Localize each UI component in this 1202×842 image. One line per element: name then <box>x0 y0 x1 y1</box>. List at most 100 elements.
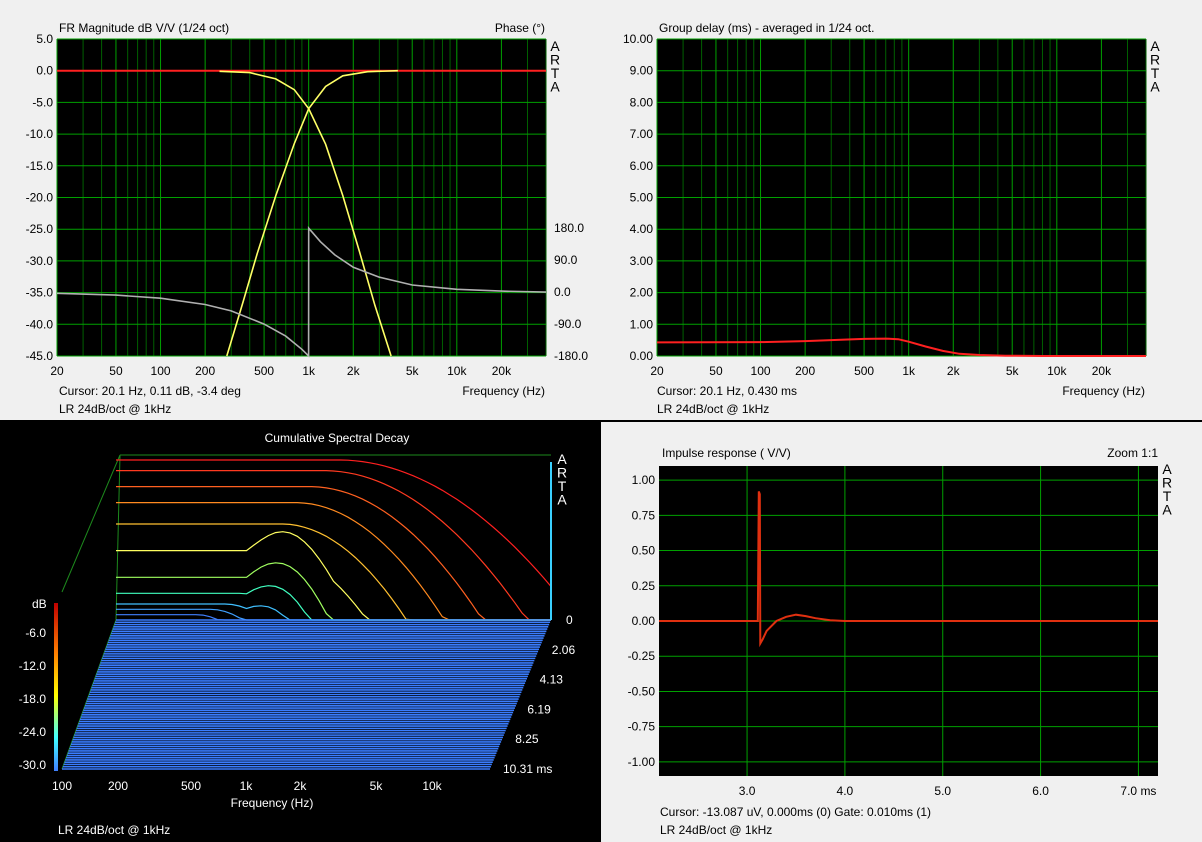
phase-curve <box>56 226 547 358</box>
x-tick-label: 2k <box>294 779 308 793</box>
y-tick-label: 6.00 <box>630 159 654 173</box>
x-tick-label: 10k <box>447 364 467 378</box>
y-tick-label: 0.00 <box>630 349 654 363</box>
y-tick-label: -5.0 <box>32 95 53 109</box>
watermark-letter: R <box>557 465 567 481</box>
x-tick-label: 500 <box>254 364 274 378</box>
y-tick-label: -1.00 <box>628 755 656 769</box>
x-tick-label: 2k <box>347 364 361 378</box>
time-tick-label: 4.13 <box>540 673 564 687</box>
x-tick-label: 50 <box>709 364 723 378</box>
decay-curve <box>116 459 552 587</box>
y2-tick-label: 90.0 <box>554 253 578 267</box>
z-tick-label: -30.0 <box>19 758 47 772</box>
y-tick-label: 5.0 <box>36 32 53 46</box>
z-tick-label: -24.0 <box>19 725 47 739</box>
y-tick-label: -40.0 <box>26 317 54 331</box>
time-tick-label: 2.06 <box>552 643 576 657</box>
watermark-letter: T <box>551 65 560 81</box>
highpass-curve <box>226 69 398 357</box>
csd-panel: Cumulative Spectral Decay -6.0 -12.0 -18.0… <box>0 422 601 842</box>
y-tick-label: -20.0 <box>26 191 54 205</box>
group-delay-panel: Group delay (ms) - averaged in 1/24 oct.… <box>601 0 1202 420</box>
y-tick-label: -30.0 <box>26 254 54 268</box>
impulse-curve <box>659 491 1158 648</box>
time-tick-label: 6.19 <box>527 702 551 716</box>
y-tick-label: 9.00 <box>630 64 654 78</box>
watermark-letter: A <box>557 492 567 508</box>
time-tick-label: 0 <box>566 613 573 627</box>
y-tick-label: 0.25 <box>632 579 656 593</box>
x-tick-label: 500 <box>181 779 201 793</box>
y2-tick-label: 0.0 <box>554 285 571 299</box>
y-tick-label: 0.00 <box>632 614 656 628</box>
z-axis-label: dB <box>32 597 47 611</box>
y-tick-label: -10.0 <box>26 127 54 141</box>
x-tick-label: 100 <box>52 779 72 793</box>
y-tick-label: 5.00 <box>630 191 654 205</box>
lowpass-curve <box>219 70 392 357</box>
y-tick-label: 0.75 <box>632 508 656 522</box>
x-tick-label: 500 <box>854 364 874 378</box>
y-tick-label: -35.0 <box>26 286 54 300</box>
cursor-readout: Cursor: 20.1 Hz, 0.11 dB, -3.4 deg <box>59 384 241 398</box>
phase-axis-title: Phase (°) <box>495 21 545 35</box>
y-tick-label: 3.00 <box>630 254 654 268</box>
cursor-readout: Cursor: -13.087 uV, 0.000ms (0) Gate: 0.… <box>660 805 931 819</box>
watermark-letter: A <box>550 38 560 54</box>
time-tick-label: 8.25 <box>515 732 539 746</box>
x-tick-label: 100 <box>751 364 771 378</box>
z-tick-label: -6.0 <box>25 626 46 640</box>
x-tick-label: 50 <box>109 364 123 378</box>
watermark-letter: R <box>1150 52 1160 68</box>
x-tick-label: 3.0 <box>739 784 756 798</box>
y-tick-label: -0.50 <box>628 684 656 698</box>
zoom-label[interactable]: Zoom 1:1 <box>1107 446 1158 460</box>
x-tick-label: 10k <box>422 779 442 793</box>
footer-label: LR 24dB/oct @ 1kHz <box>660 823 772 837</box>
z-tick-label: -18.0 <box>19 692 47 706</box>
chart-title: Group delay (ms) - averaged in 1/24 oct. <box>659 21 874 35</box>
x-tick-label: 20k <box>1092 364 1112 378</box>
x-tick-label: 1k <box>240 779 254 793</box>
x-tick-label: 5k <box>406 364 420 378</box>
x-tick-label: 200 <box>108 779 128 793</box>
decay-curve <box>116 485 551 621</box>
watermark-letter: R <box>1162 475 1172 491</box>
y2-tick-label: 180.0 <box>554 221 584 235</box>
y-tick-label: 0.0 <box>36 64 53 78</box>
watermark-letter: T <box>1151 65 1160 81</box>
x-tick-label: 5k <box>1006 364 1020 378</box>
x-tick-label: 10k <box>1047 364 1067 378</box>
chart-title: Impulse response ( V/V) <box>662 446 791 460</box>
y-tick-label: 2.00 <box>630 286 654 300</box>
y-tick-label: -15.0 <box>26 159 54 173</box>
watermark-letter: T <box>1163 488 1172 504</box>
x-tick-label: 200 <box>195 364 215 378</box>
y-tick-label: -0.25 <box>628 649 656 663</box>
y-tick-label: -25.0 <box>26 222 54 236</box>
watermark-letter: A <box>1162 502 1172 518</box>
x-axis-label: Frequency (Hz) <box>1062 384 1145 398</box>
watermark-letter: A <box>1150 79 1160 95</box>
series-curve <box>656 337 1146 357</box>
color-scale-bar <box>54 603 58 771</box>
y-tick-label: 1.00 <box>632 473 656 487</box>
x-axis-label: Frequency (Hz) <box>462 384 545 398</box>
y2-tick-label: -90.0 <box>554 317 582 331</box>
x-tick-label: 1k <box>302 364 316 378</box>
y-tick-label: 1.00 <box>630 317 654 331</box>
x-tick-label: 20k <box>492 364 512 378</box>
x-tick-label: 5k <box>370 779 384 793</box>
chart-title: FR Magnitude dB V/V (1/24 oct) <box>59 21 229 35</box>
y-tick-label: 10.00 <box>623 32 653 46</box>
time-tick-label: 10.31 ms <box>503 762 552 776</box>
fr-magnitude-panel: FR Magnitude dB V/V (1/24 oct) Phase (°)… <box>0 0 601 420</box>
y-tick-label: 0.50 <box>632 544 656 558</box>
watermark-letter: R <box>550 52 560 68</box>
y-tick-label: -45.0 <box>26 349 54 363</box>
footer-label: LR 24dB/oct @ 1kHz <box>657 402 769 416</box>
x-tick-label: 1k <box>902 364 916 378</box>
watermark-letter: A <box>1150 38 1160 54</box>
